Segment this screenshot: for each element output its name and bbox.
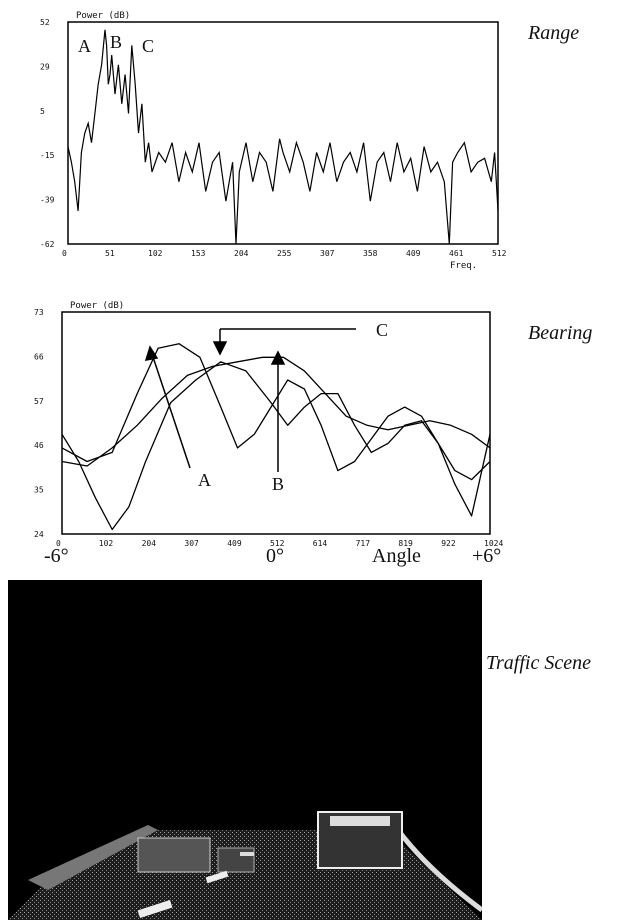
range-x-tick-label: 358 [363,249,378,258]
bearing-y-tick-label: 66 [34,352,44,361]
lane-marking-1 [137,899,173,919]
bearing-chart: Power (dB) Angle -6° 0° +6° 73 66 57 46 35 24… [34,301,503,567]
bearing-label: Bearing [528,322,593,344]
bearing-series-line-3 [61,356,491,467]
bearing-angle-label-center: 0° [266,545,284,567]
bearing-x-tick-label: 717 [356,539,371,548]
arrow-c-head [212,341,228,356]
traffic-scene-label: Traffic Scene [486,652,591,674]
arrow-b-head [270,350,286,365]
lane-marking-3 [240,852,254,856]
bearing-x-tick-label: 614 [313,539,328,548]
annotation-arrows [144,328,356,472]
bearing-x-tick-label: 409 [227,539,242,548]
bearing-plot-frame [61,311,491,535]
range-x-tick-label: 461 [449,249,464,258]
bearing-x-tick-label: 819 [398,539,413,548]
bearing-annotation-c: C [376,320,388,340]
range-annotation-c: C [142,36,154,56]
bearing-series-line-2 [61,361,491,531]
bearing-y-tick-label: 73 [34,308,44,317]
car-right-windshield [330,816,390,826]
bearing-y-tick-label: 46 [34,441,44,450]
range-chart: Power (dB) Freq. 52 29 5 -15 -39 -62 0 51 102 15… [40,11,507,271]
range-x-tick-label: 409 [406,249,421,258]
range-plot-frame [67,21,499,245]
bearing-y-tick-label: 57 [34,397,44,406]
bearing-x-tick-label: 307 [184,539,199,548]
bearing-x-tick-label: 204 [142,539,157,548]
bearing-angle-label-right: +6° [472,545,501,567]
arrow-a-shaft [151,353,191,469]
bearing-angle-label-left: -6° [44,545,69,567]
range-y-tick-label: 5 [40,107,45,116]
bearing-x-tick-label: 1024 [484,539,503,548]
range-x-tick-label: 307 [320,249,335,258]
bearing-y-tick-label: 24 [34,530,44,539]
car-left [137,837,211,873]
range-y-tick-label: -15 [40,151,55,160]
range-label: Range [528,22,580,44]
range-series-line [67,29,499,245]
road-left-edge [28,825,158,890]
range-y-tick-label: -39 [40,196,55,205]
range-x-tick-label: 512 [492,249,507,258]
range-y-tick-label: 29 [40,62,50,71]
range-x-axis-label: Freq. [450,261,477,271]
range-x-tick-label: 51 [105,249,115,258]
range-y-tick-label: 52 [40,18,50,27]
range-x-tick-label: 153 [191,249,206,258]
traffic-scene-image [8,580,482,920]
bearing-y-tick-label: 35 [34,486,44,495]
range-x-tick-label: 255 [277,249,292,258]
range-y-axis-label: Power (dB) [76,11,130,21]
bearing-y-axis-label: Power (dB) [70,301,124,311]
car-center [217,847,255,873]
range-x-tick-label: 102 [148,249,163,258]
bearing-x-tick-label: 102 [99,539,114,548]
range-x-tick-label: 0 [62,249,67,258]
bearing-annotation-a: A [198,470,211,490]
range-annotation-a: A [78,36,91,56]
range-x-tick-label: 204 [234,249,249,258]
lane-marking-2 [205,870,229,884]
bearing-x-axis-label: Angle [372,545,421,567]
bearing-x-tick-label: 0 [56,539,61,548]
range-annotation-b: B [110,32,122,52]
bearing-x-tick-label: 922 [441,539,456,548]
bearing-annotation-b: B [272,474,284,494]
arrow-a-head [144,345,159,361]
bearing-x-tick-label: 512 [270,539,285,548]
road-right-edge [396,828,482,913]
range-y-tick-label: -62 [40,240,55,249]
